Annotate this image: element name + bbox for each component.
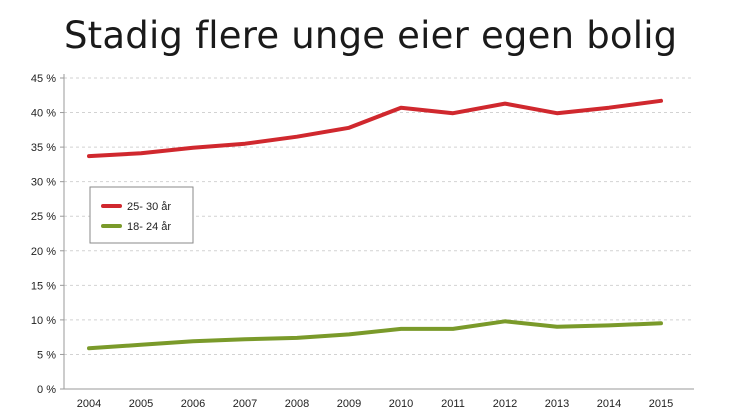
x-tick-label: 2013: [545, 398, 569, 410]
chart-title: Stadig flere unge eier egen bolig: [64, 14, 678, 57]
x-tick-label: 2005: [129, 398, 153, 410]
x-tick-label: 2006: [181, 398, 205, 410]
x-tick-label: 2004: [77, 398, 101, 410]
y-tick-label: 45 %: [31, 73, 56, 85]
x-tick-label: 2009: [337, 398, 361, 410]
grid-lines: [64, 77, 694, 355]
y-tick-label: 10 %: [31, 315, 56, 327]
y-tick-label: 15 %: [31, 280, 56, 292]
y-tick-label: 35 %: [31, 142, 56, 154]
x-tick-label: 2008: [285, 398, 309, 410]
legend: 25- 30 år 18- 24 år: [89, 186, 194, 244]
y-axis-ticks: 0 % 5 % 10 % 15 % 20 % 25 % 30 % 35 % 40 % 45 %: [31, 73, 64, 396]
x-tick-label: 2011: [441, 398, 465, 410]
x-tick-label: 2012: [493, 398, 517, 410]
y-tick-label: 30 %: [31, 177, 56, 189]
legend-label-1: 18- 24 år: [127, 221, 171, 233]
y-tick-label: 40 %: [31, 108, 56, 120]
x-tick-label: 2015: [649, 398, 673, 410]
series-line-0: [87, 98, 663, 159]
series-line-1: [87, 319, 663, 351]
y-tick-label: 20 %: [31, 246, 56, 258]
y-tick-label: 0 %: [37, 384, 56, 396]
x-tick-label: 2007: [233, 398, 257, 410]
x-tick-label: 2010: [389, 398, 413, 410]
series-lines: [87, 98, 663, 351]
y-tick-label: 5 %: [37, 349, 56, 361]
x-axis-ticks: 2004 2005 2006 2007 2008 2009 2010 2011 2012 2013…: [77, 398, 673, 410]
axes: [63, 74, 694, 390]
legend-label-0: 25- 30 år: [127, 201, 171, 213]
y-tick-label: 25 %: [31, 211, 56, 223]
x-tick-label: 2014: [597, 398, 621, 410]
legend-box: [89, 186, 194, 244]
